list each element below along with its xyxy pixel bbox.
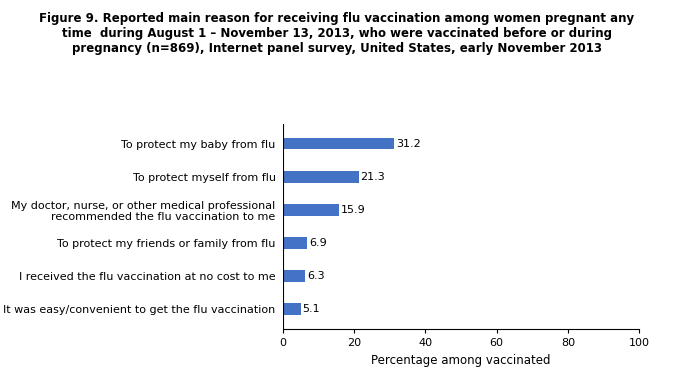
Bar bbox=[283, 237, 308, 249]
Bar bbox=[283, 171, 359, 183]
X-axis label: Percentage among vaccinated: Percentage among vaccinated bbox=[371, 354, 551, 366]
Bar bbox=[283, 138, 394, 149]
Text: Figure 9. Reported main reason for receiving flu vaccination among women pregnan: Figure 9. Reported main reason for recei… bbox=[39, 12, 634, 55]
Text: 5.1: 5.1 bbox=[303, 304, 320, 314]
Text: 21.3: 21.3 bbox=[361, 172, 385, 182]
Bar bbox=[283, 270, 305, 282]
Text: 6.9: 6.9 bbox=[309, 238, 327, 248]
Text: 6.3: 6.3 bbox=[307, 271, 324, 281]
Bar bbox=[283, 204, 339, 216]
Bar bbox=[283, 303, 301, 315]
Text: 31.2: 31.2 bbox=[396, 139, 421, 149]
Text: 15.9: 15.9 bbox=[341, 205, 366, 215]
